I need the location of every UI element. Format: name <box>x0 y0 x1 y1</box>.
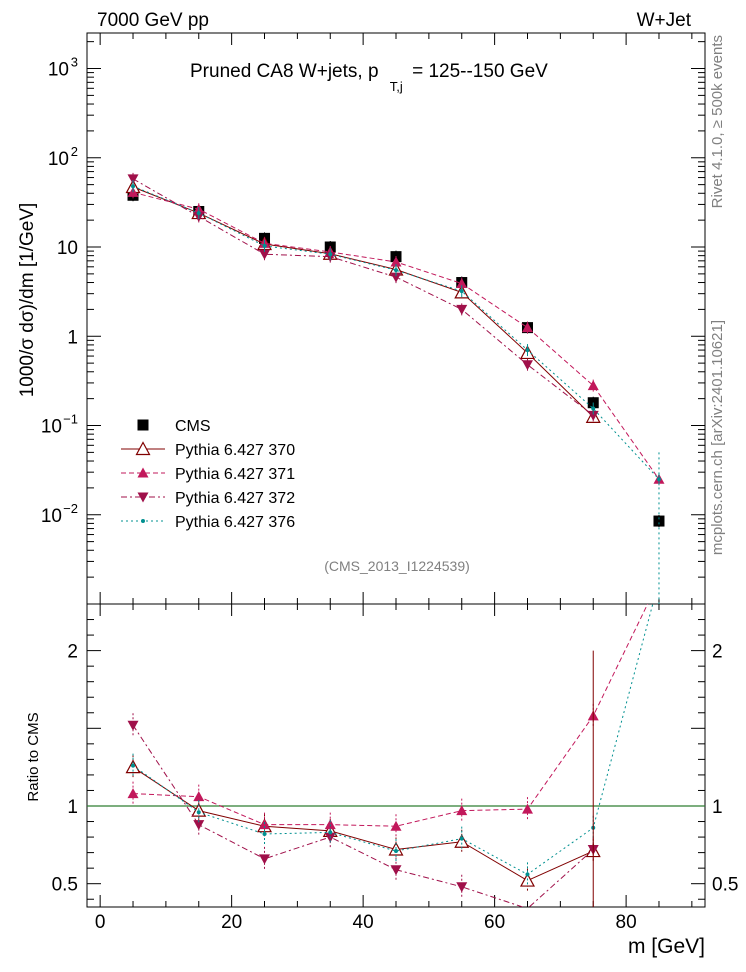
ratio-point <box>328 830 333 835</box>
y-tick-exponent: 3 <box>71 55 78 70</box>
series-line <box>132 185 660 480</box>
x-tick-label: 0 <box>95 912 106 933</box>
ratio-y-axis-label: Ratio to CMS <box>25 712 42 801</box>
analysis-id: (CMS_2013_I1224539) <box>324 558 470 574</box>
ratio-tick-label: 2 <box>67 642 78 663</box>
ratio-point <box>456 882 468 893</box>
ratio-line <box>132 604 649 827</box>
ratio-point <box>259 819 271 830</box>
data-point <box>525 348 530 353</box>
ratio-point <box>390 865 402 876</box>
y-tick-label: 10 <box>48 60 69 81</box>
rivet-label: Rivet 4.1.0, ≥ 500k events <box>709 35 726 208</box>
ratio-point <box>259 854 271 865</box>
ratio-tick-label-right: 2 <box>712 642 723 663</box>
ratio-point <box>127 720 139 731</box>
data-point <box>459 289 464 294</box>
series-line <box>132 191 660 480</box>
legend-entry-0: CMS <box>137 418 211 435</box>
header-left: 7000 GeV pp <box>97 10 209 31</box>
data-point <box>390 256 402 267</box>
y-tick-label: 10 <box>48 149 69 170</box>
y-tick-label: 10 <box>57 238 78 259</box>
legend-marker <box>135 441 151 456</box>
plot-title: Pruned CA8 W+jets, p T,j = 125--150 GeV <box>190 61 548 96</box>
plot-title-main: Pruned CA8 W+jets, p <box>190 61 379 82</box>
legend-label: Pythia 6.427 371 <box>175 466 295 483</box>
legend-entry-3: Pythia 6.427 372 <box>121 490 295 507</box>
y-tick-label: 10 <box>41 506 62 527</box>
x-tick-label: 80 <box>616 912 637 933</box>
ratio-line <box>132 766 594 882</box>
legend-label: CMS <box>175 418 211 435</box>
data-point <box>262 243 267 248</box>
data-point <box>456 278 468 289</box>
ratio-series-4 <box>131 604 654 887</box>
ratio-tick-label-right: 1 <box>712 797 723 818</box>
data-point <box>521 322 533 333</box>
legend-marker <box>141 519 145 523</box>
legend-entry-4: Pythia 6.427 376 <box>121 514 295 531</box>
data-point <box>127 174 139 185</box>
plot-title-tail: = 125--150 GeV <box>412 61 548 82</box>
data-point <box>591 406 596 411</box>
y-tick-label: 1 <box>67 327 78 348</box>
ratio-point <box>262 831 267 836</box>
data-point <box>196 211 201 216</box>
y-axis-label: 1000/σ dσ)/dm [1/GeV] <box>17 203 38 398</box>
data-point <box>521 360 533 371</box>
x-axis-label: m [GeV] <box>628 935 705 958</box>
x-tick-label: 20 <box>221 912 242 933</box>
series-3 <box>127 172 599 422</box>
ratio-point <box>525 872 530 877</box>
legend-entry-2: Pythia 6.427 371 <box>121 466 295 483</box>
legend-marker <box>137 419 149 431</box>
mcplots-label: mcplots.cern.ch [arXiv:2401.10621] <box>709 320 726 555</box>
series-line <box>132 178 594 416</box>
ratio-point <box>131 763 136 768</box>
ratio-point <box>193 820 205 831</box>
legend-entry-1: Pythia 6.427 370 <box>121 441 295 459</box>
y-tick-label: 10 <box>41 417 62 438</box>
ratio-point <box>127 788 139 799</box>
data-point <box>390 272 402 283</box>
data-point <box>456 304 468 315</box>
ratio-point <box>456 805 468 816</box>
legend-marker <box>137 467 149 478</box>
series-2 <box>127 186 665 486</box>
legend-label: Pythia 6.427 376 <box>175 514 295 531</box>
header-right: W+Jet <box>637 10 692 31</box>
ratio-point <box>390 820 402 831</box>
ratio-tick-label-right: 0.5 <box>712 875 738 896</box>
data-point <box>587 410 599 421</box>
ratio-point <box>196 810 201 815</box>
ratio-series-2 <box>127 604 649 839</box>
ratio-point <box>459 836 464 841</box>
y-tick-exponent: −2 <box>63 501 78 516</box>
y-tick-exponent: −1 <box>63 412 78 427</box>
legend-label: Pythia 6.427 372 <box>175 490 295 507</box>
x-tick-label: 40 <box>353 912 374 933</box>
ratio-point <box>394 849 398 854</box>
ratio-point <box>193 791 205 802</box>
data-point <box>653 515 665 527</box>
ratio-tick-label: 1 <box>67 797 78 818</box>
legend-marker <box>137 492 149 503</box>
legend-label: Pythia 6.427 370 <box>175 442 295 459</box>
y-tick-exponent: 2 <box>71 144 78 159</box>
data-point <box>328 252 333 257</box>
series-4 <box>131 180 661 486</box>
ratio-line <box>132 724 594 907</box>
data-point <box>587 380 599 391</box>
ratio-tick-label: 0.5 <box>52 875 78 896</box>
ratio-point <box>324 819 336 830</box>
series-line <box>132 186 594 418</box>
plot-title-sub: T,j <box>390 79 403 94</box>
x-tick-label: 60 <box>484 912 505 933</box>
data-point <box>131 184 136 189</box>
data-point <box>394 268 398 273</box>
data-point <box>259 249 271 260</box>
ratio-point <box>521 803 533 814</box>
